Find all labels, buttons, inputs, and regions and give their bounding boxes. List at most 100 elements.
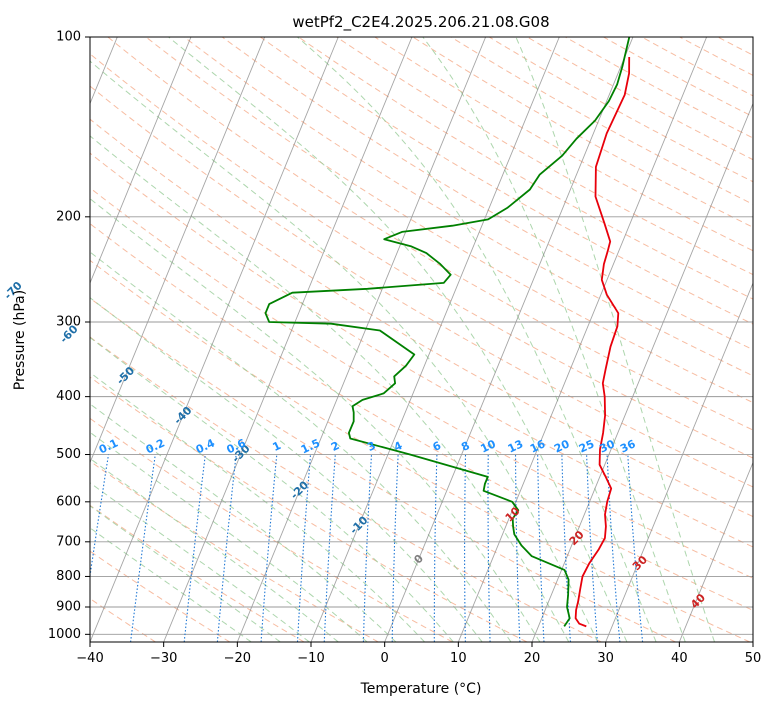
y-tick-label: 400	[56, 389, 81, 404]
plot-background	[90, 37, 753, 642]
y-tick-label: 900	[56, 599, 81, 614]
dry-adiabat-line	[90, 187, 753, 579]
y-tick-label: 500	[56, 447, 81, 462]
mixing-ratio-label: 10	[479, 437, 499, 455]
dry-adiabat-line	[90, 376, 528, 642]
moist-adiabat-line	[90, 482, 310, 642]
moist-adiabat-line	[90, 198, 541, 642]
mixing-ratio-label: 20	[552, 437, 572, 455]
mixing-ratio-line	[561, 454, 571, 642]
mixing-ratio-line	[260, 454, 278, 642]
mixing-ratio-line	[323, 454, 336, 642]
mixing-ratio-line	[464, 454, 467, 642]
mixing-ratio-line	[362, 454, 373, 642]
x-tick-label: −30	[150, 651, 177, 666]
dry-adiabat-line	[756, 37, 775, 642]
mixing-ratio-label: 13	[506, 437, 525, 455]
moist-adiabat-line	[90, 431, 368, 642]
moist-adiabat-line	[90, 403, 397, 642]
mixing-ratio-line	[183, 454, 206, 642]
isotherm-line	[90, 37, 339, 642]
moist-adiabat-line	[90, 251, 512, 642]
dry-adiabat-line	[298, 37, 753, 300]
moist-adiabat-line	[297, 37, 657, 642]
dewpoint-line	[264, 37, 631, 627]
isotherm-line	[310, 37, 560, 642]
isotherm-line	[163, 37, 413, 642]
dry-adiabat-line	[260, 37, 753, 325]
x-tick-label: 50	[745, 651, 762, 666]
mixing-ratio-line	[537, 454, 545, 642]
y-axis-label: Pressure (hPa)	[12, 290, 28, 390]
dry-adiabat-line	[145, 37, 753, 404]
grid-layer	[90, 37, 775, 642]
isotherm-line	[90, 37, 266, 464]
mixing-ratio-line	[130, 454, 156, 642]
dry-adiabat-line	[336, 37, 753, 276]
mixing-ratio-line	[627, 454, 644, 642]
dry-adiabat-line	[90, 417, 453, 642]
mixing-ratio-label: 16	[528, 437, 548, 455]
mixing-ratio-line	[296, 454, 312, 642]
y-tick-label: 300	[56, 314, 81, 329]
dry-adiabat-line	[90, 297, 676, 642]
x-axis-label: Temperature (°C)	[360, 681, 482, 697]
isotherm-line	[90, 37, 192, 285]
dry-adiabat-line	[90, 259, 751, 642]
moist-adiabat-line	[168, 37, 628, 642]
mixing-ratio-label: 36	[618, 437, 638, 455]
mixing-ratio-line	[391, 454, 399, 642]
chart-title: wetPf2_C2E4.2025.206.21.08.G08	[292, 13, 549, 32]
mixing-ratio-line	[487, 454, 491, 642]
moist-adiabat-line	[90, 297, 483, 642]
moist-adiabat-line	[515, 37, 715, 642]
dry-adiabat-line	[221, 37, 753, 351]
moist-adiabat-line	[90, 135, 570, 642]
isotherm-line	[384, 37, 634, 642]
mixing-ratio-label: 30	[597, 437, 617, 455]
dry-adiabat-line	[107, 37, 753, 431]
mixing-ratio-line	[514, 454, 521, 642]
x-tick-label: −10	[297, 651, 324, 666]
mixing-ratio-line	[90, 454, 110, 580]
x-tick-label: 0	[381, 651, 389, 666]
y-tick-label: 600	[56, 494, 81, 509]
moist-adiabat-line	[90, 527, 252, 642]
mixing-ratio-label: 25	[577, 437, 596, 455]
y-tick-label: 700	[56, 534, 81, 549]
dry-adiabat-line	[412, 37, 753, 228]
moist-adiabat-line	[90, 457, 339, 642]
axes-layer: −40 −30 −20 −10 0 10 20 30 40 50 100 200 300 400 500 60…	[48, 30, 761, 667]
dry-adiabat-line	[90, 504, 305, 642]
mixing-ratio-line	[216, 454, 237, 642]
moist-adiabat-line	[90, 505, 281, 642]
x-tick-label: 30	[597, 651, 614, 666]
y-tick-label: 800	[56, 569, 81, 584]
mixing-ratio-line	[586, 454, 598, 642]
temperature-line	[574, 56, 631, 628]
dry-adiabat-line	[183, 37, 753, 377]
isotherm-line	[605, 281, 753, 642]
isotherm-line	[457, 37, 708, 642]
y-tick-label: 100	[56, 30, 81, 45]
mixing-ratio-line	[606, 454, 621, 642]
isotherm-line	[531, 102, 753, 642]
x-tick-label: 20	[524, 651, 541, 666]
y-tick-label: 1000	[48, 627, 81, 642]
isotherm-line	[752, 640, 753, 642]
isotherm-line	[236, 37, 487, 642]
mixing-ratio-line	[433, 454, 438, 642]
dry-adiabat-line	[90, 85, 753, 488]
dry-adiabat-line	[90, 152, 753, 548]
y-tick-label: 200	[56, 209, 81, 224]
x-tick-label: −40	[76, 651, 103, 666]
x-tick-label: −20	[224, 651, 251, 666]
dry-adiabat-line	[90, 53, 753, 459]
dry-adiabat-line	[374, 37, 753, 252]
isotherm-line	[678, 461, 753, 642]
x-tick-label: 10	[450, 651, 467, 666]
x-tick-label: 40	[671, 651, 688, 666]
series-layer	[264, 37, 631, 628]
moist-adiabat-line	[422, 37, 686, 642]
